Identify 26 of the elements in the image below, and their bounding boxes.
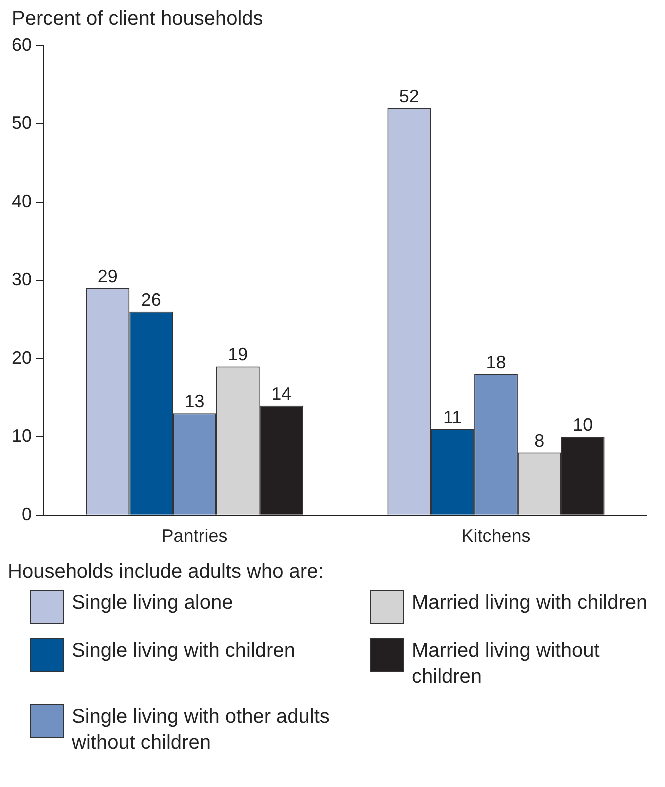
y-tick-label: 50	[12, 113, 32, 134]
data-label: 11	[443, 407, 462, 428]
x-tick-label: Pantries	[162, 526, 228, 546]
x-tick-label: Kitchens	[462, 526, 531, 546]
y-axis-title: Percent of client households	[12, 8, 264, 31]
y-tick-label: 20	[12, 348, 32, 368]
y-tick-label: 40	[12, 191, 32, 212]
legend-label: Single living with children	[72, 639, 296, 664]
data-label: 26	[141, 290, 162, 310]
legend-title: Households include adults who are:	[8, 561, 325, 584]
data-label: 13	[184, 392, 205, 412]
legend-label: Married living with children	[412, 591, 648, 616]
y-tick-label: 0	[22, 504, 32, 524]
data-label: 18	[486, 352, 506, 372]
data-label: 19	[228, 344, 248, 365]
y-tick-label: 30	[12, 270, 32, 290]
data-label: 10	[573, 415, 594, 436]
y-tick-label: 60	[12, 34, 32, 55]
data-label: 29	[98, 266, 118, 286]
y-tick-label: 10	[12, 426, 32, 446]
data-label: 52	[399, 86, 420, 106]
legend-label: Married living without children	[412, 639, 601, 690]
legend-label: Single living with other adults without children	[72, 705, 331, 756]
data-label: 14	[272, 384, 292, 404]
data-label: 8	[534, 430, 545, 451]
legend-label: Single living alone	[72, 591, 234, 616]
